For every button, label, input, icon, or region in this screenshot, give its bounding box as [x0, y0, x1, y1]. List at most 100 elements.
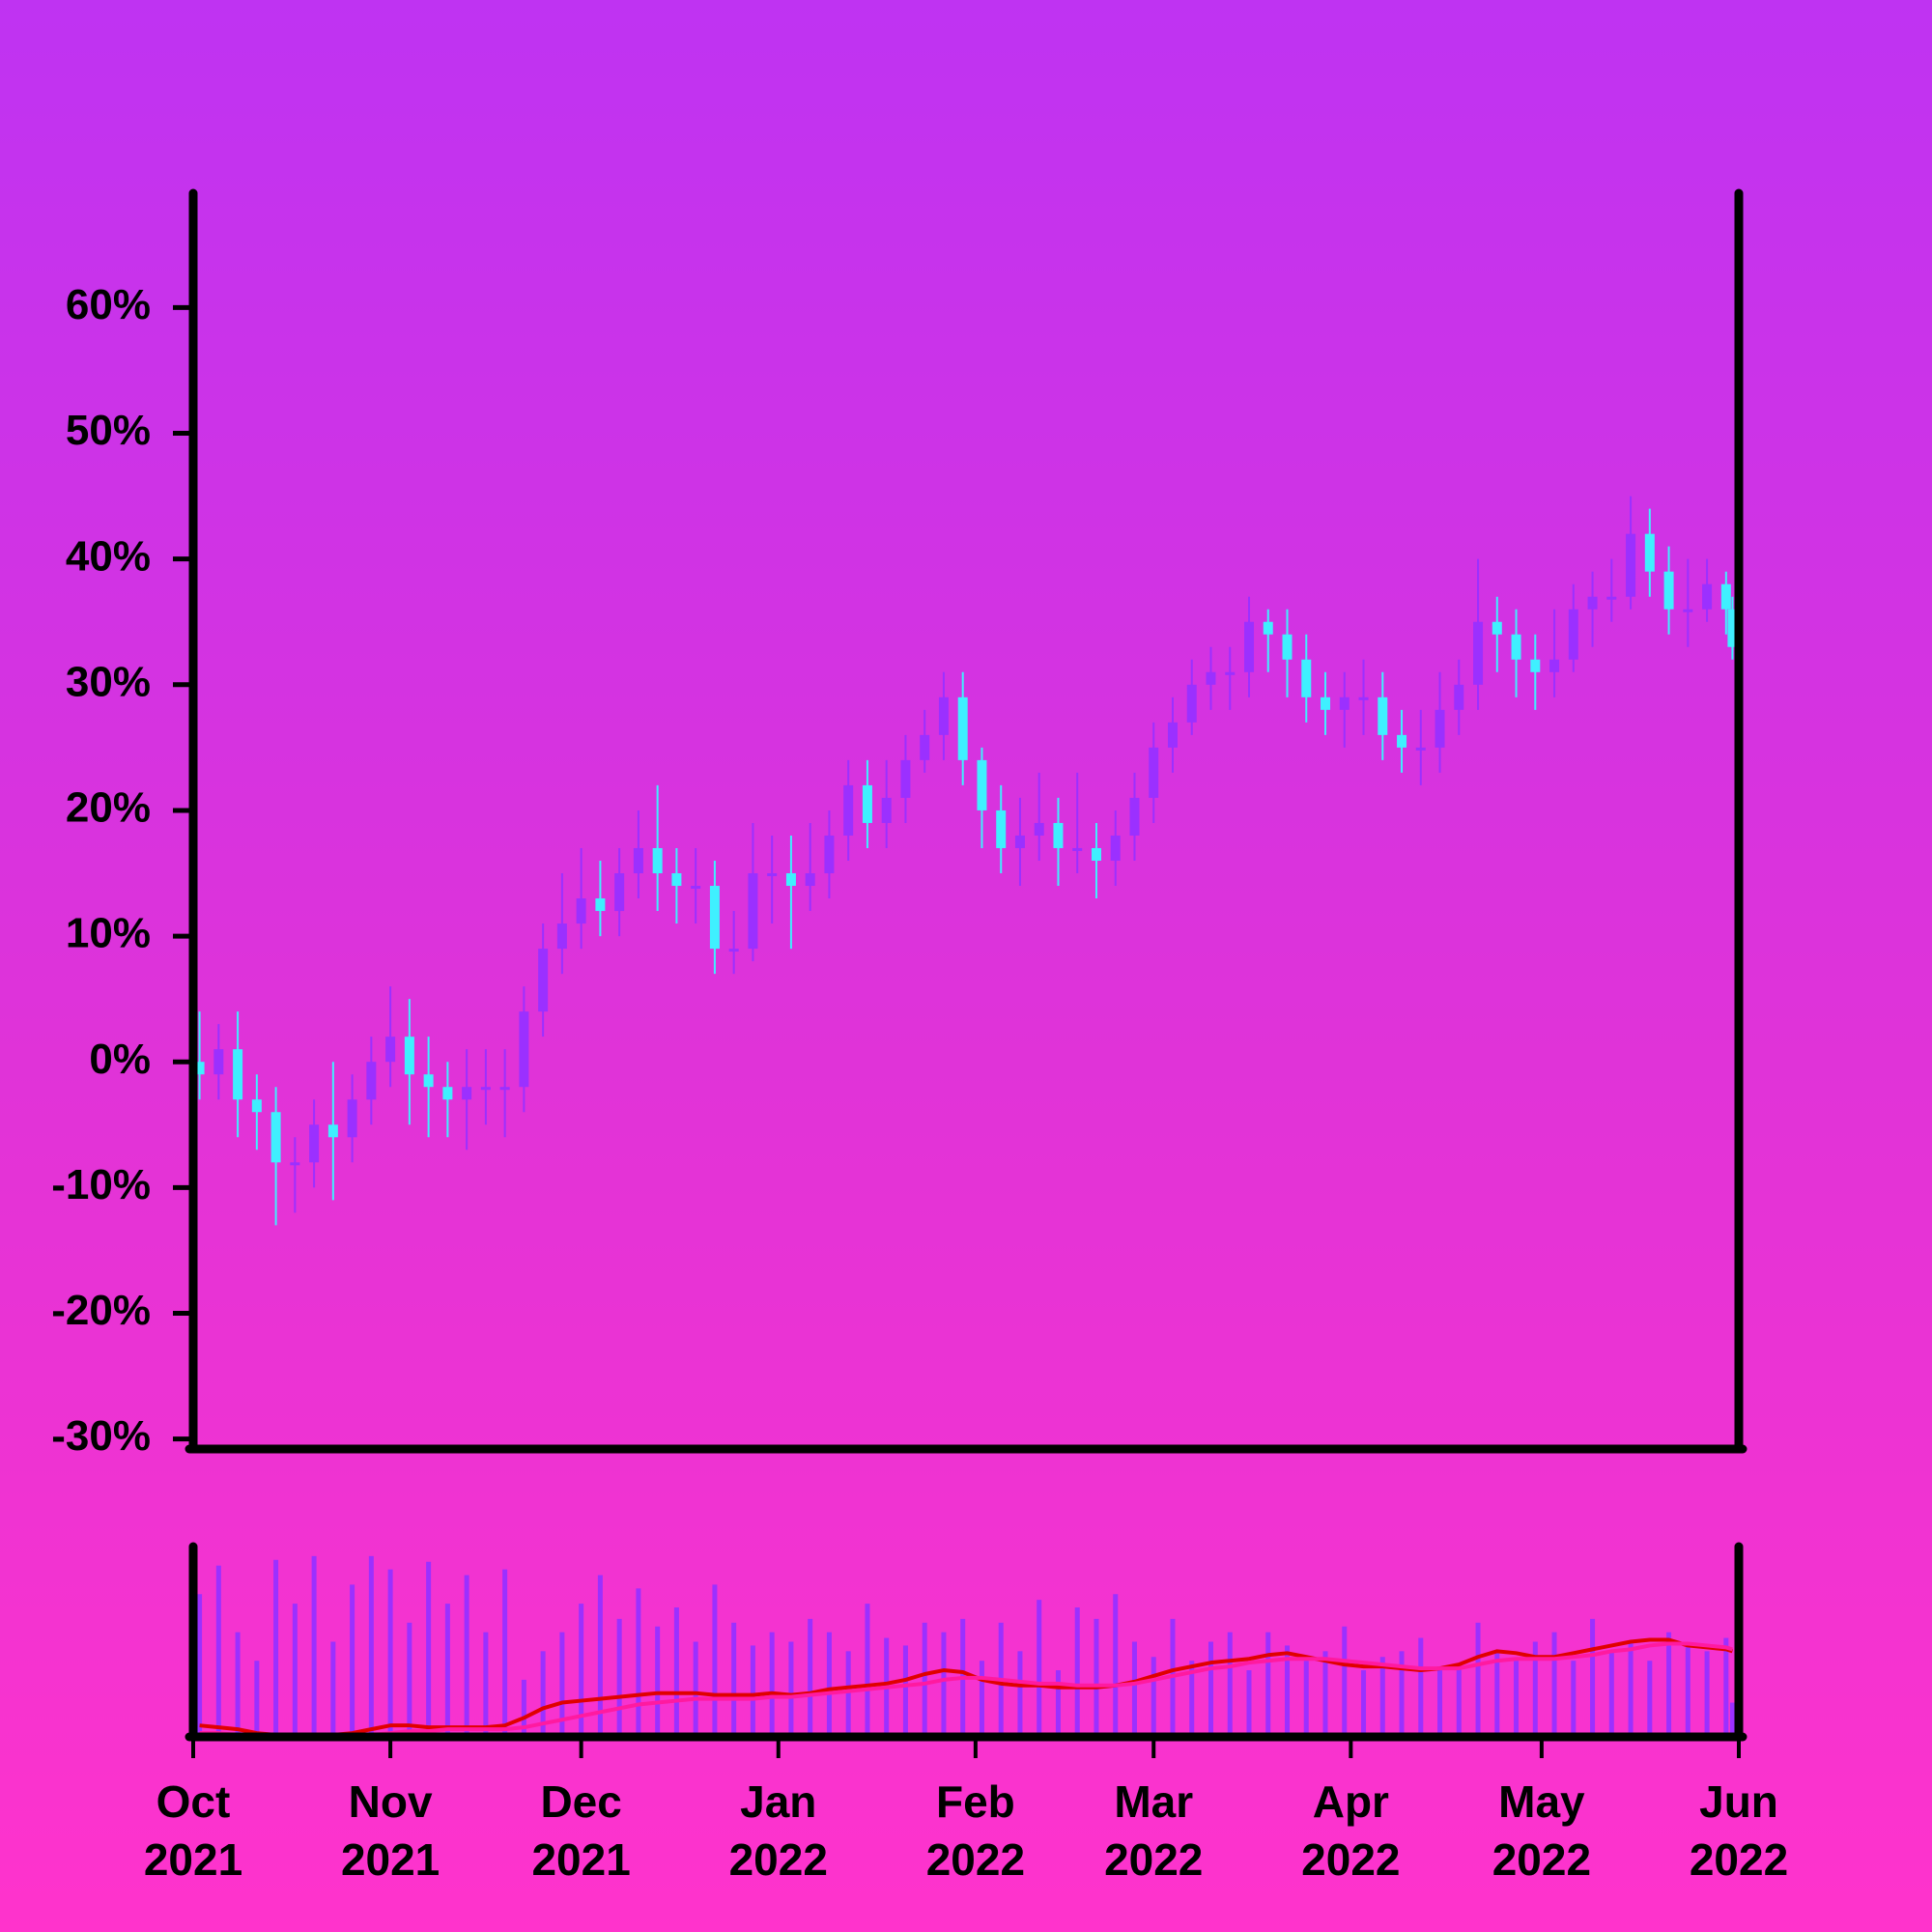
candle-body: [824, 835, 835, 874]
candle-body: [1167, 722, 1178, 748]
volume-bar: [616, 1618, 622, 1737]
candle-body: [996, 810, 1007, 848]
y-tick-label: 20%: [66, 784, 151, 832]
candle-body: [633, 847, 643, 874]
candle-body: [366, 1062, 377, 1100]
volume-bar: [808, 1618, 813, 1737]
candle-body: [194, 1062, 205, 1075]
volume-bar: [941, 1632, 947, 1737]
candle-body: [462, 1087, 472, 1100]
volume-bar: [1303, 1661, 1309, 1737]
candle-body: [1282, 634, 1293, 660]
volume-bar: [350, 1584, 355, 1737]
candle-body: [843, 784, 854, 836]
volume-bar: [1723, 1637, 1729, 1737]
volume-bar: [311, 1555, 317, 1737]
volume-bar: [902, 1645, 908, 1737]
volume-bar: [1551, 1632, 1557, 1737]
candle-body: [691, 886, 701, 890]
candle-body: [862, 784, 872, 823]
x-tick-label: Nov 2021: [340, 1776, 440, 1885]
volume-bar: [731, 1622, 737, 1737]
y-tick-label: -30%: [51, 1412, 151, 1460]
volume-bar: [235, 1632, 241, 1737]
candle-body: [1683, 609, 1693, 612]
candle-body: [1321, 696, 1331, 710]
volume-bar: [1037, 1600, 1042, 1737]
candle-body: [748, 873, 758, 950]
volume-bar: [1590, 1618, 1596, 1737]
x-tick-label: Mar 2022: [1104, 1776, 1204, 1885]
volume-bar: [483, 1632, 489, 1737]
volume-bar: [1246, 1670, 1252, 1737]
volume-bar: [521, 1679, 526, 1737]
candle-body: [442, 1087, 453, 1100]
candle-body: [652, 847, 663, 874]
volume-bar: [1571, 1661, 1577, 1737]
candle-body: [499, 1087, 510, 1091]
volume-bar: [1437, 1670, 1443, 1737]
candle-body: [1186, 684, 1197, 723]
volume-bar: [579, 1604, 584, 1737]
x-tick-label: Jun 2022: [1689, 1776, 1789, 1885]
candle-body: [977, 759, 987, 810]
y-tick-label: 50%: [66, 407, 151, 454]
candle-body: [1301, 659, 1312, 697]
volume-bar: [292, 1604, 298, 1737]
x-tick-label: Dec 2021: [531, 1776, 631, 1885]
candle-body: [1473, 621, 1484, 685]
y-tick-label: 10%: [66, 910, 151, 957]
candle-body: [1727, 609, 1738, 647]
candle-body: [1072, 847, 1083, 851]
candle-body: [1225, 671, 1236, 675]
volume-bar: [1322, 1651, 1328, 1737]
candle-body: [576, 898, 586, 924]
volume-bar: [1608, 1651, 1614, 1737]
volume-bar: [1494, 1651, 1500, 1737]
candle-body: [1663, 571, 1674, 610]
volume-bar: [1055, 1670, 1061, 1737]
candle-body: [556, 923, 567, 950]
candle-body: [671, 873, 682, 887]
volume-bar: [1113, 1594, 1119, 1737]
volume-bar: [845, 1651, 851, 1737]
candle-body: [1530, 659, 1541, 672]
candle-body: [538, 949, 549, 1012]
volume-bar: [1729, 1702, 1735, 1737]
candle-body: [1053, 822, 1064, 848]
candle-body: [1091, 847, 1101, 861]
volume-bar: [1361, 1670, 1367, 1737]
candle-body: [900, 759, 911, 798]
volume-bar: [1532, 1641, 1538, 1737]
volume-bar: [1208, 1641, 1213, 1737]
x-tick-label: Jan 2022: [728, 1776, 828, 1885]
volume-bar: [769, 1632, 775, 1737]
volume-bar: [1704, 1651, 1710, 1737]
candle-body: [1378, 696, 1388, 735]
volume-bar: [1227, 1632, 1233, 1737]
volume-bar: [1399, 1651, 1405, 1737]
volume-bar: [1131, 1641, 1137, 1737]
candle-body: [767, 873, 778, 877]
candle-body: [1397, 734, 1407, 748]
volume-bar: [922, 1622, 927, 1737]
volume-bar: [273, 1559, 279, 1737]
candle-body: [1129, 797, 1140, 836]
volume-bar: [865, 1604, 870, 1737]
volume-bar: [693, 1641, 698, 1737]
candle-body: [1549, 659, 1560, 672]
volume-average-line: [199, 1641, 1733, 1739]
candle-body: [805, 873, 815, 887]
candle-body: [309, 1124, 320, 1163]
candle-body: [1492, 621, 1502, 635]
candle-body: [423, 1074, 434, 1088]
candle-body: [213, 1049, 224, 1075]
candle-body: [709, 886, 720, 950]
volume-bar: [502, 1569, 508, 1737]
candle-body: [1034, 822, 1044, 836]
volume-bar: [1342, 1626, 1348, 1737]
candle-body: [519, 1011, 529, 1088]
volume-bar: [979, 1661, 984, 1737]
